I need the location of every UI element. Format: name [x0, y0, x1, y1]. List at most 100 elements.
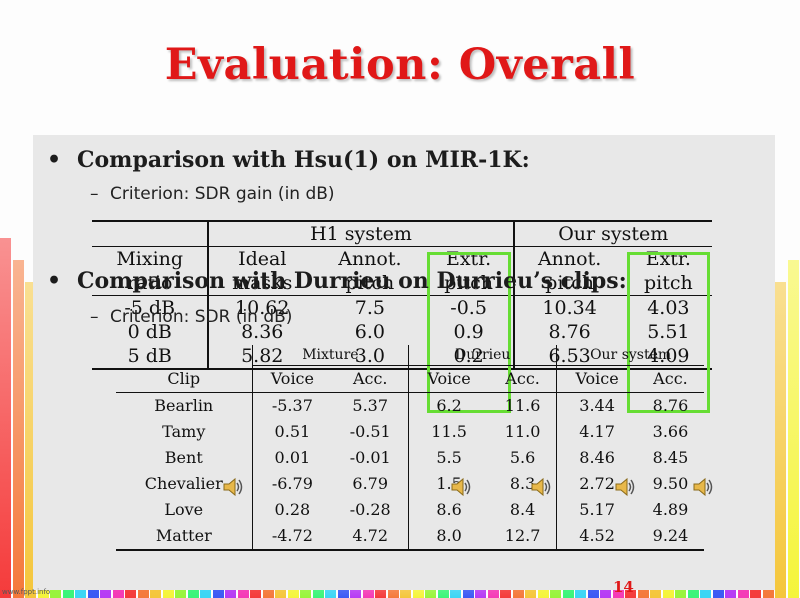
table-cell: 9.24 [636, 523, 704, 551]
bullet-2: • Comparison with Durrieu on Durrieu’s c… [47, 268, 627, 294]
slide-title: Evaluation: Overall [164, 40, 636, 90]
hsu-comparison-table: H1 system Our system Mixing Ideal Annot.… [92, 220, 712, 370]
table-cell: 5 dB [127, 345, 172, 367]
table-cell: 1.5 [408, 471, 489, 497]
table-cell: -0.5 [450, 297, 487, 319]
table-header: Acc. [488, 365, 557, 393]
table-header: pitch [444, 272, 493, 294]
table-header: Voice [251, 365, 333, 393]
table-row: Bent 0.01 -0.01 5.5 5.6 8.46 8.45 [116, 445, 704, 471]
table-cell: 6.0 [354, 321, 385, 343]
table-header: ratio [126, 272, 173, 294]
speaker-icon[interactable] [614, 476, 636, 498]
table-cell: 12.7 [488, 523, 557, 551]
table-cell: 11.5 [408, 419, 489, 445]
table-cell: 5.5 [408, 445, 489, 471]
table-cell: 9.50 [652, 474, 689, 493]
table-cell: 8.36 [207, 320, 316, 344]
speaker-icon[interactable] [222, 476, 244, 498]
table-header: Annot. [512, 246, 625, 271]
speaker-icon[interactable] [530, 476, 552, 498]
table-header: masks [207, 271, 316, 296]
bullet-2-text: Comparison with Durrieu on Durrieu’s cli… [77, 268, 627, 294]
bullet-dot-icon: • [47, 268, 62, 294]
sub-bullet-2-text: Criterion: SDR (in dB) [110, 307, 293, 327]
table-cell: 10.62 [207, 295, 316, 320]
table-cell: 4.17 [556, 419, 637, 445]
bullet-1: • Comparison with Hsu(1) on MIR-1K: [47, 147, 530, 173]
table-cell: 0 dB [127, 321, 172, 343]
table-cell: -0.01 [349, 448, 391, 467]
table-row: Matter -4.72 4.72 8.0 12.7 4.52 9.24 [116, 523, 704, 551]
table-cell: 3.44 [556, 392, 637, 419]
speaker-icon[interactable] [450, 476, 472, 498]
table-cell: -5.37 [251, 392, 333, 419]
table-cell: 3.66 [652, 422, 689, 441]
page-number: 14 [613, 578, 634, 596]
sub-bullet-1: – Criterion: SDR gain (in dB) [90, 184, 335, 204]
table-cell: 6.2 [408, 392, 489, 419]
table-header: Annot. [338, 248, 402, 270]
table-cell: 0.9 [453, 321, 484, 343]
watermark: www.fppt.info [2, 588, 51, 596]
table-cell: 0.51 [251, 419, 333, 445]
table-header: pitch [345, 272, 395, 294]
decorative-bar [787, 260, 799, 598]
decorative-bar [0, 238, 11, 598]
table-row: Chevalier -6.79 6.79 1.5 8.3 2.72 9.50 [116, 471, 704, 497]
sub-bullet-2: – Criterion: SDR (in dB) [90, 307, 293, 327]
table-row: -5 dB 10.62 7.5 -0.5 10.34 4.03 [92, 295, 712, 320]
table-header: pitch [643, 272, 693, 294]
table-cell: 7.5 [354, 297, 385, 319]
durrieu-comparison-table: Mixture Durrieu Our system Clip Voice Ac… [116, 345, 704, 551]
table-cell: -6.79 [251, 471, 333, 497]
table-cell: 4.03 [647, 297, 690, 319]
bullet-dot-icon: • [47, 147, 62, 173]
table-cell: 5.6 [509, 448, 536, 467]
table-cell: 4.72 [332, 523, 409, 551]
table-row: Bearlin -5.37 5.37 6.2 11.6 3.44 8.76 [116, 392, 704, 419]
table-group-header: Our system [556, 345, 704, 366]
table-cell: 8.6 [408, 497, 489, 523]
table-cell: 5.51 [647, 321, 690, 343]
table-cell [116, 345, 252, 366]
table-cell: 5.17 [556, 497, 637, 523]
speaker-icon[interactable] [692, 476, 714, 498]
table-cell: Love [164, 500, 204, 519]
table-group-header: H1 system [207, 221, 514, 247]
table-cell: Matter [116, 523, 253, 551]
table-cell: 8.76 [512, 320, 625, 344]
table-cell: 8.45 [652, 448, 689, 467]
table-cell: 8.4 [509, 500, 536, 519]
table-row: Tamy 0.51 -0.51 11.5 11.0 4.17 3.66 [116, 419, 704, 445]
table-header: Mixing [116, 248, 184, 270]
table-cell: 8.0 [408, 523, 489, 551]
table-cell: 4.89 [652, 500, 689, 519]
table-cell: -5 dB [124, 297, 176, 319]
bullet-1-text: Comparison with Hsu(1) on MIR-1K: [77, 147, 530, 173]
sub-bullet-1-text: Criterion: SDR gain (in dB) [110, 184, 335, 204]
table-cell: Chevalier [144, 474, 223, 493]
table-cell: 2.72 [556, 471, 637, 497]
table-cell: 4.52 [556, 523, 637, 551]
table-cell: Bearlin [154, 396, 214, 415]
table-cell: 0.28 [251, 497, 333, 523]
table-cell: -4.72 [251, 523, 333, 551]
table-cell: 5.37 [352, 396, 389, 415]
table-cell: 8.3 [509, 474, 536, 493]
table-cell [92, 221, 208, 247]
table-group-header: Durrieu [408, 345, 557, 366]
table-header: Ideal [207, 246, 316, 271]
table-header: pitch [512, 271, 625, 296]
highlight-box-extr-pitch-ours [627, 252, 710, 413]
dash-icon: – [90, 184, 99, 204]
table-cell: 6.79 [352, 474, 389, 493]
table-cell: 8.46 [556, 445, 637, 471]
table-cell: 10.34 [512, 295, 625, 320]
table-cell: 0.01 [251, 445, 333, 471]
table-cell: 11.6 [504, 396, 541, 415]
table-header: Voice [556, 365, 637, 393]
table-group-header: Mixture [251, 345, 409, 366]
table-cell: 11.0 [504, 422, 541, 441]
table-header: Acc. [332, 365, 409, 393]
